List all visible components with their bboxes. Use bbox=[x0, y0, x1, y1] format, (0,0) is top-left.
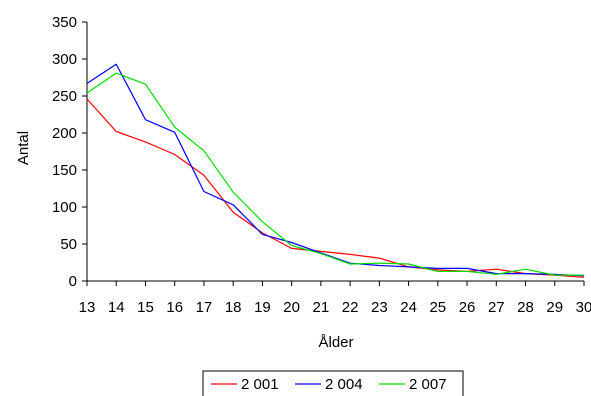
y-tick-label: 300 bbox=[52, 51, 77, 68]
x-tick-label: 26 bbox=[459, 299, 476, 316]
x-tick-label: 19 bbox=[254, 299, 271, 316]
series-lines bbox=[86, 63, 585, 278]
x-tick-label: 17 bbox=[196, 299, 213, 316]
x-tick-label: 27 bbox=[488, 299, 505, 316]
y-tick-label: 200 bbox=[52, 125, 77, 142]
x-tick-label: 21 bbox=[313, 299, 330, 316]
x-tick-label: 22 bbox=[342, 299, 359, 316]
series-line-1 bbox=[86, 63, 585, 277]
axes bbox=[86, 22, 584, 282]
legend-box bbox=[202, 370, 464, 396]
y-axis-label: Antal bbox=[15, 131, 32, 165]
y-tick-label: 150 bbox=[52, 162, 77, 179]
x-axis-label: Ålder bbox=[318, 334, 353, 351]
x-tick-label: 20 bbox=[283, 299, 300, 316]
x-tick-label: 25 bbox=[429, 299, 446, 316]
y-tick-label: 250 bbox=[52, 88, 77, 105]
x-tick-label: 15 bbox=[137, 299, 154, 316]
y-tick-label: 50 bbox=[60, 236, 77, 253]
series-line-0 bbox=[86, 98, 585, 278]
y-ticks: 0 50 100 150 200 250 300 350 bbox=[52, 14, 87, 290]
x-tick-label: 16 bbox=[166, 299, 183, 316]
y-tick-label: 0 bbox=[69, 273, 77, 290]
x-ticks: 13 14 15 16 17 18 19 20 21 22 23 24 25 26 27 28 29 30 bbox=[79, 281, 591, 316]
legend: 2 001 2 004 2 007 bbox=[202, 370, 464, 396]
x-tick-label: 13 bbox=[79, 299, 96, 316]
x-tick-label: 28 bbox=[517, 299, 534, 316]
legend-label-2: 2 007 bbox=[409, 376, 447, 393]
y-tick-label: 100 bbox=[52, 199, 77, 216]
x-tick-label: 24 bbox=[400, 299, 417, 316]
x-tick-label: 18 bbox=[225, 299, 242, 316]
y-tick-label: 350 bbox=[52, 14, 77, 31]
legend-label-1: 2 004 bbox=[325, 376, 363, 393]
x-tick-label: 14 bbox=[108, 299, 125, 316]
x-tick-label: 30 bbox=[576, 299, 591, 316]
x-tick-label: 23 bbox=[371, 299, 388, 316]
series-line-2 bbox=[86, 72, 584, 276]
legend-label-0: 2 001 bbox=[241, 376, 279, 393]
x-tick-label: 29 bbox=[546, 299, 563, 316]
